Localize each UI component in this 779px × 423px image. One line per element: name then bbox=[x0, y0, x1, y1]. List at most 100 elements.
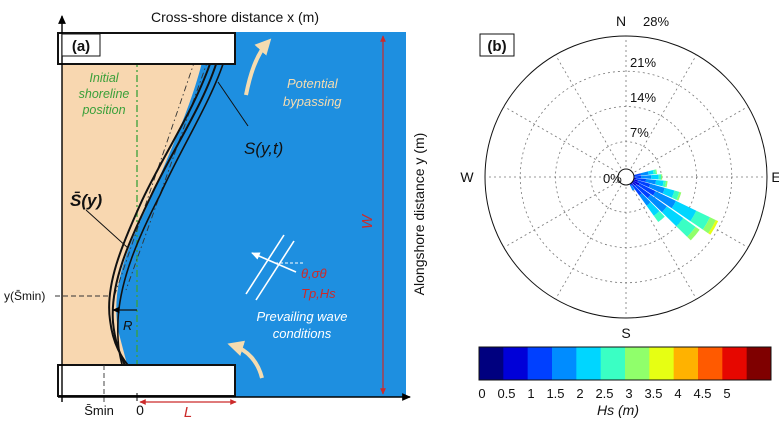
rose-wedge-120-bin-4 bbox=[690, 210, 711, 230]
bypass-arrow bbox=[244, 38, 272, 96]
rose-ring-label-0: 0% bbox=[603, 171, 622, 186]
rose-wedge-90-bin-1 bbox=[633, 175, 642, 179]
wave-crest-2 bbox=[255, 240, 295, 301]
l-dimension-label: L bbox=[184, 404, 192, 421]
r-label: R bbox=[123, 318, 132, 333]
panel-a-label: (a) bbox=[72, 38, 90, 55]
wave-direction-arrow bbox=[251, 252, 297, 273]
colorbar-tick-label-6: 3 bbox=[625, 386, 632, 401]
colorbar-title: Hs (m) bbox=[597, 402, 639, 418]
rose-spoke-30 bbox=[625, 54, 697, 178]
w-dimension-label: W bbox=[359, 213, 376, 229]
rose-spoke-300 bbox=[503, 106, 627, 178]
colorbar-ticks: 0 0.5 1 1.5 2 2.5 3 3.5 4 4.5 5 bbox=[478, 386, 730, 401]
colorbar-segment-9 bbox=[698, 347, 723, 380]
colorbar-tick-label-8: 4 bbox=[674, 386, 681, 401]
rose-wedge-120-bin-1 bbox=[638, 183, 656, 196]
rose-south-label: S bbox=[621, 325, 630, 341]
rose-wedge-80-bin-1 bbox=[633, 173, 642, 177]
reference-dashdot-line-1 bbox=[125, 59, 209, 291]
rose-wedge-130-bin-1 bbox=[634, 184, 651, 199]
rose-wedge-100-bin-1 bbox=[635, 177, 647, 183]
rose-wedge-120-bin-6 bbox=[708, 220, 719, 235]
initial-shoreline-label-line-3: position bbox=[81, 103, 125, 117]
rose-spoke-150 bbox=[625, 176, 697, 300]
rose-ring-label-21: 21% bbox=[630, 55, 656, 70]
colorbar-tick-label-4: 2 bbox=[576, 386, 583, 401]
y-smin-label: y(S̄min) bbox=[4, 289, 45, 303]
rose-wedge-100-bin-5 bbox=[665, 180, 668, 188]
rose-wedge-120-bin-3 bbox=[671, 200, 697, 222]
lower-current-arrow bbox=[227, 340, 264, 379]
colorbar-tick-label-7: 3.5 bbox=[644, 386, 662, 401]
colorbar-segment-6 bbox=[625, 347, 650, 380]
rose-ring-label-7: 7% bbox=[630, 125, 649, 140]
prevailing-label-line-1: Prevailing wave bbox=[256, 309, 347, 324]
colorbar-tick-label-5: 2.5 bbox=[595, 386, 613, 401]
rose-wedge-110-bin-4 bbox=[671, 190, 680, 200]
colorbar bbox=[479, 347, 772, 380]
rose-ring-label-14: 14% bbox=[630, 90, 656, 105]
colorbar-segment-3 bbox=[552, 347, 577, 380]
rose-wedge-90-bin-4 bbox=[658, 174, 662, 180]
rose-spoke-240 bbox=[503, 176, 627, 248]
colorbar-tick-label-10: 5 bbox=[723, 386, 730, 401]
rose-wedge-140-bin-2 bbox=[639, 193, 651, 206]
shoreline-curve-1 bbox=[108, 57, 213, 369]
rose-wedge-120-bin-5 bbox=[702, 217, 716, 234]
rose-wedge-110-bin-3 bbox=[662, 187, 675, 198]
rose-wedge-130-bin-2 bbox=[647, 194, 667, 213]
rose-wedge-90-bin-5 bbox=[661, 174, 663, 180]
rose-wedge-100-bin-3 bbox=[655, 179, 664, 187]
colorbar-segment-0 bbox=[479, 347, 504, 380]
colorbar-segment-10 bbox=[722, 347, 748, 380]
prevailing-label-line-2: conditions bbox=[273, 326, 332, 341]
rose-wedge-130-bin-5 bbox=[687, 226, 700, 241]
wave-params-line-2: Tp,Hs bbox=[301, 286, 336, 301]
shoreline-curve-2 bbox=[111, 57, 219, 369]
rose-wedge-80-bin-2 bbox=[640, 171, 649, 176]
rose-wedge-80-bin-4 bbox=[652, 169, 657, 175]
mean-shoreline-label-leader bbox=[85, 209, 129, 249]
rose-west-label: W bbox=[460, 169, 474, 185]
rose-ring-label-28: 28% bbox=[643, 14, 669, 29]
y-axis-title: Alongshore distance y (m) bbox=[411, 133, 427, 296]
rose-east-label: E bbox=[771, 169, 779, 185]
rose-wedge-80-bin-5 bbox=[655, 169, 658, 175]
mean-shoreline-label: S̄(y) bbox=[70, 191, 102, 210]
initial-shoreline-label-line-2: shoreline bbox=[79, 87, 130, 101]
initial-shoreline-label-line-1: Initial bbox=[89, 71, 119, 85]
panel-a: W L 0 S̄min y(S̄min) R (a) Cross-shore d… bbox=[4, 9, 427, 421]
colorbar-tick-label-2: 1 bbox=[527, 386, 534, 401]
rose-wedge-90-bin-2 bbox=[641, 175, 652, 179]
rose-wedge-100-bin-4 bbox=[662, 180, 667, 188]
rose-wedge-140-bin-1 bbox=[631, 184, 642, 196]
colorbar-segment-1 bbox=[503, 347, 529, 380]
bypass-label-line-1: Potential bbox=[287, 76, 339, 91]
colorbar-tick-label-3: 1.5 bbox=[546, 386, 564, 401]
rose-wedge-80-bin-3 bbox=[647, 170, 654, 175]
colorbar-segment-8 bbox=[673, 347, 699, 380]
smin-label: S̄min bbox=[84, 403, 114, 418]
rose-wedge-110-bin-1 bbox=[637, 180, 651, 188]
wave-crest-1 bbox=[245, 234, 285, 295]
reference-dashdot-line-2 bbox=[112, 59, 196, 301]
colorbar-segment-2 bbox=[527, 347, 553, 380]
colorbar-segment-7 bbox=[649, 347, 675, 380]
rose-wedge-110-bin-2 bbox=[648, 183, 665, 194]
bypass-label-line-2: bypassing bbox=[283, 94, 342, 109]
rose-wedge-100-bin-2 bbox=[645, 178, 657, 185]
shoreline-curve-3 bbox=[117, 57, 226, 369]
panel-a-label-box bbox=[61, 33, 101, 57]
rose-wedge-90-bin-3 bbox=[651, 174, 659, 180]
sand-area bbox=[62, 32, 208, 368]
rose-wedge-130-bin-4 bbox=[676, 218, 696, 237]
colorbar-tick-label-1: 0.5 bbox=[497, 386, 515, 401]
rose-spoke-330 bbox=[555, 54, 627, 178]
panel-b-label-box bbox=[479, 33, 515, 57]
colorbar-tick-label-9: 4.5 bbox=[693, 386, 711, 401]
rose-spoke-60 bbox=[625, 106, 749, 178]
colorbar-segment-11 bbox=[746, 347, 772, 380]
panel-b-label: (b) bbox=[487, 38, 506, 55]
